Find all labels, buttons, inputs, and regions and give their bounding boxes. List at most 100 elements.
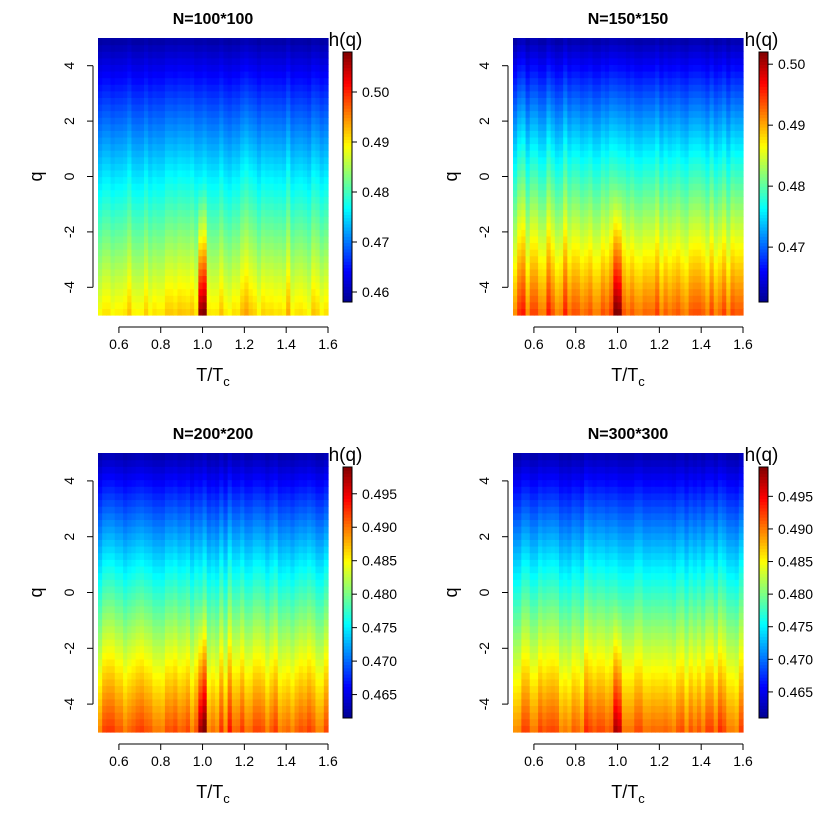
heatmap-cell <box>638 84 644 92</box>
heatmap-cell <box>546 64 552 72</box>
heatmap-cell <box>705 136 711 145</box>
heatmap-cell <box>219 110 225 118</box>
heatmap-cell <box>663 189 669 197</box>
heatmap-cell <box>311 216 317 224</box>
heatmap-cell <box>550 288 556 296</box>
heatmap-cell <box>181 242 187 250</box>
heatmap-cell <box>319 103 325 112</box>
heatmap-cell <box>521 84 527 92</box>
heatmap-cell <box>634 163 640 171</box>
heatmap-cell <box>294 90 300 98</box>
heatmap-cell <box>319 308 325 316</box>
heatmap-cell <box>102 176 107 184</box>
heatmap-cell <box>567 84 573 92</box>
heatmap-cell <box>550 130 556 138</box>
heatmap-cell <box>521 176 527 184</box>
heatmap-cell <box>198 183 204 191</box>
heatmap-cell <box>265 123 271 131</box>
heatmap-cell <box>194 183 199 191</box>
heatmap-cell <box>236 183 241 191</box>
heatmap-cell <box>307 44 312 52</box>
heatmap-cell <box>177 51 183 59</box>
heatmap-cell <box>709 235 715 244</box>
heatmap-cell <box>177 268 183 277</box>
heatmap-cell <box>206 275 212 283</box>
heatmap-cell <box>219 216 225 224</box>
heatmap-cell <box>123 90 128 98</box>
heatmap-cell <box>106 183 112 191</box>
heatmap-cell <box>102 718 107 726</box>
colorbar-segment <box>759 111 768 116</box>
heatmap-cell <box>190 123 195 131</box>
heatmap-cell <box>609 70 614 79</box>
heatmap-cell <box>210 110 216 118</box>
heatmap-cell <box>273 216 279 224</box>
heatmap-cell <box>529 255 535 263</box>
heatmap-cell <box>533 51 539 59</box>
heatmap-cell <box>692 103 698 112</box>
heatmap-cell <box>302 77 308 85</box>
heatmap-cell <box>680 189 686 197</box>
heatmap-cell <box>110 189 116 197</box>
heatmap-cell <box>144 130 149 138</box>
heatmap-cell <box>311 143 317 151</box>
heatmap-cell <box>567 222 573 230</box>
heatmap-cell <box>98 229 103 237</box>
heatmap-cell <box>563 103 568 112</box>
heatmap-cell <box>106 532 112 540</box>
heatmap-cell <box>588 117 594 125</box>
heatmap-cell <box>311 44 317 52</box>
heatmap-cell <box>579 64 585 72</box>
heatmap-cell <box>676 308 681 316</box>
heatmap-cell <box>277 295 283 303</box>
heatmap-cell <box>634 136 640 145</box>
colorbar-segment <box>759 261 768 266</box>
heatmap-cell <box>236 169 241 178</box>
heatmap-cell <box>671 163 677 171</box>
heatmap-cell <box>575 308 581 316</box>
heatmap-cell <box>139 235 145 244</box>
heatmap-cell <box>634 143 640 151</box>
heatmap-cell <box>181 176 187 184</box>
heatmap-cell <box>546 51 552 59</box>
heatmap-cell <box>734 275 740 283</box>
colorbar-segment <box>759 136 768 141</box>
colorbar-segment <box>343 189 352 194</box>
heatmap-cell <box>592 282 598 290</box>
heatmap-cell <box>642 229 648 237</box>
heatmap-cell <box>282 295 287 303</box>
colorbar-segment <box>759 89 768 94</box>
heatmap-cell <box>181 255 187 263</box>
heatmap-cell <box>734 229 740 237</box>
heatmap-cell <box>156 308 162 316</box>
heatmap-cell <box>676 176 681 184</box>
heatmap-cell <box>684 70 690 79</box>
heatmap-cell <box>160 222 166 230</box>
heatmap-cell <box>190 77 195 85</box>
heatmap-cell <box>550 103 556 112</box>
heatmap-cell <box>697 262 702 270</box>
heatmap-cell <box>722 189 727 197</box>
heatmap-cell <box>730 282 736 290</box>
heatmap-cell <box>307 255 312 263</box>
heatmap-cell <box>311 51 317 59</box>
heatmap-cell <box>215 209 220 217</box>
heatmap-cell <box>169 229 174 237</box>
heatmap-cell <box>634 189 640 197</box>
heatmap-cell <box>701 44 706 52</box>
heatmap-cell <box>302 183 308 191</box>
heatmap-cell <box>525 169 531 178</box>
heatmap-cell <box>638 209 644 217</box>
heatmap-cell <box>156 268 162 277</box>
heatmap-cell <box>538 288 543 296</box>
heatmap-cell <box>106 202 112 211</box>
heatmap-cell <box>517 117 522 125</box>
heatmap-cell <box>542 143 548 151</box>
heatmap-cell <box>550 38 556 46</box>
colorbar-segment <box>759 270 768 275</box>
heatmap-cell <box>705 202 711 211</box>
heatmap-cell <box>144 123 149 131</box>
heatmap-cell <box>123 44 128 52</box>
heatmap-cell <box>680 235 686 244</box>
heatmap-cell <box>617 262 623 270</box>
